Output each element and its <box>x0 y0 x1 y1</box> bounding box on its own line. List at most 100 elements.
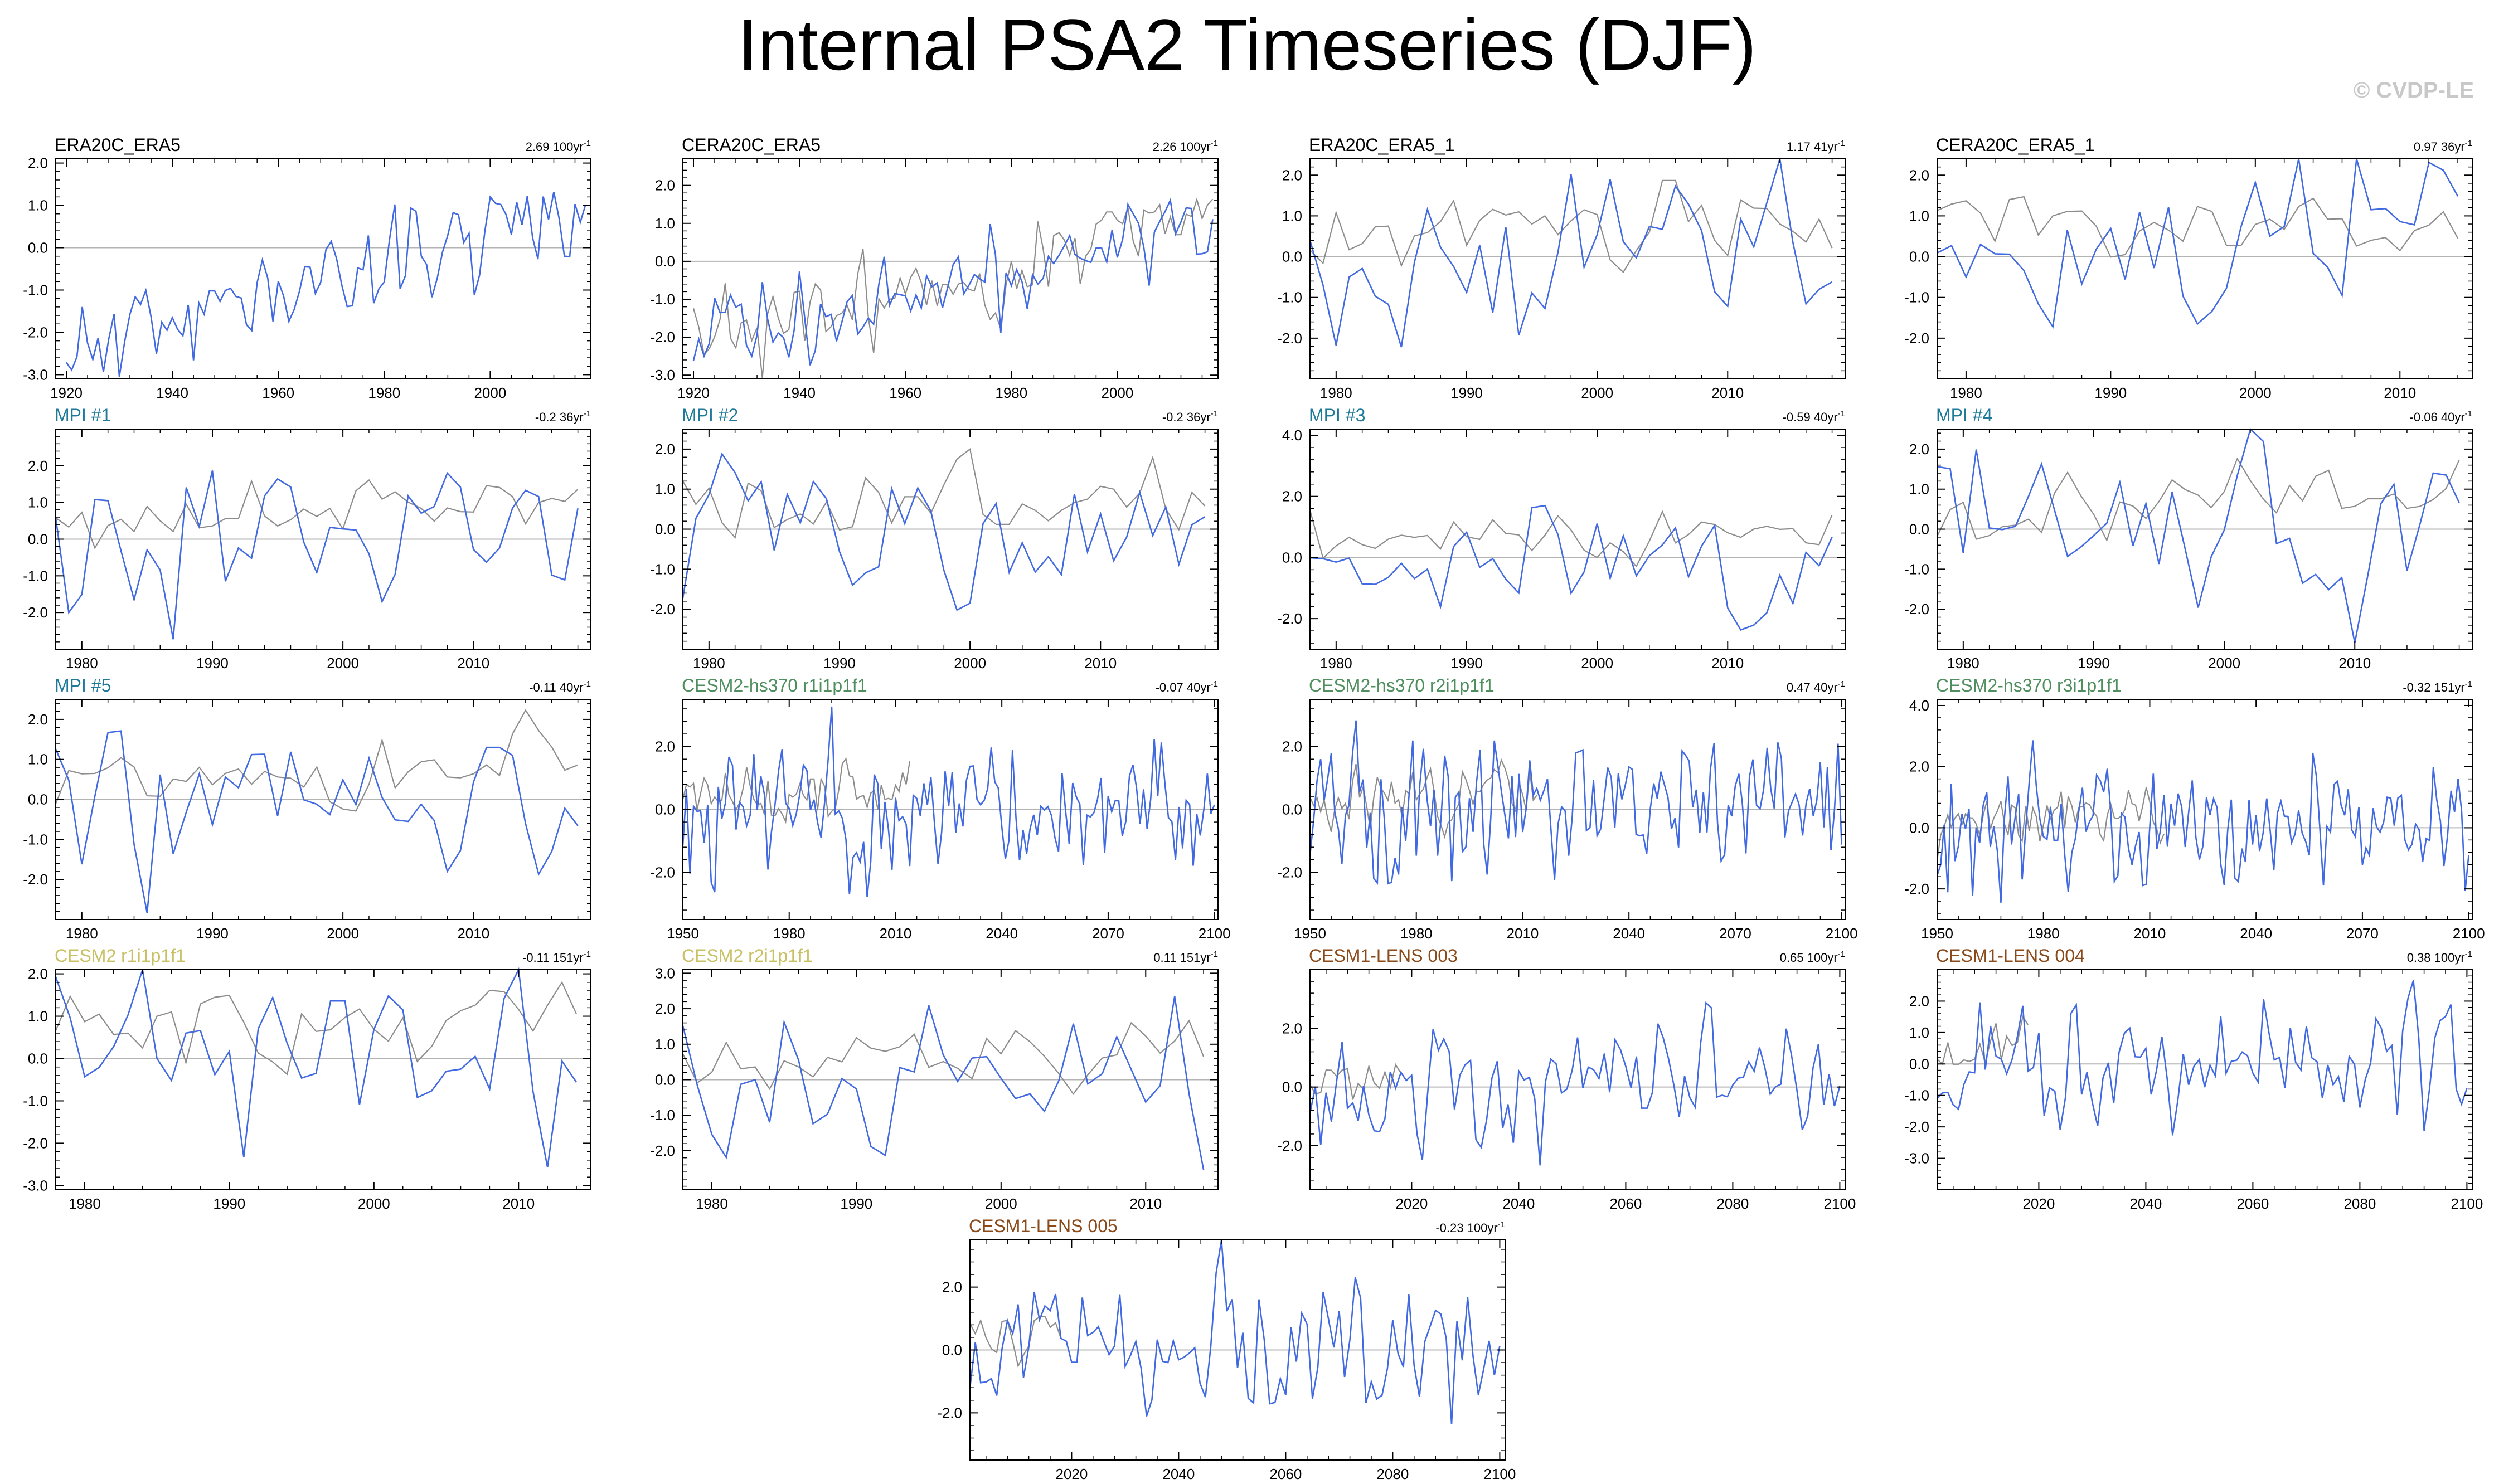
y-tick-label: 2.0 <box>28 711 48 728</box>
panel-frame <box>1309 158 1846 379</box>
x-tick-label: 2000 <box>327 925 359 942</box>
member-series-line <box>55 967 578 1167</box>
obs-reference-line <box>1309 179 1833 274</box>
y-tick-label: -2.0 <box>1904 880 1929 897</box>
member-series-line <box>692 197 1214 366</box>
x-tick-label: 1980 <box>995 385 1027 401</box>
chart-panel: CESM1-LENS 003 0.65 100yr-1 2020 2040 2060 20… <box>1277 946 1856 1212</box>
panel-title: CESM1-LENS 005 <box>969 1216 1118 1236</box>
panel-trend-label: -0.32 151yr-1 <box>2403 679 2472 694</box>
panel-title: MPI #1 <box>55 405 111 425</box>
obs-reference-line <box>55 981 578 1076</box>
y-tick-label: -1.0 <box>1904 561 1929 577</box>
panel-trend-label: -0.23 100yr-1 <box>1435 1220 1505 1235</box>
y-tick-label: 2.0 <box>28 155 48 172</box>
y-tick-label: 0.0 <box>942 1342 962 1359</box>
x-tick-label: 2020 <box>1395 1195 1428 1212</box>
obs-reference-line <box>682 1019 1205 1095</box>
x-tick-label: 2020 <box>1055 1466 1088 1482</box>
y-tick-label: 1.0 <box>28 751 48 768</box>
member-series-line <box>682 706 1215 898</box>
y-tick-label: 0.0 <box>655 1072 675 1088</box>
page-title: Internal PSA2 Timeseries (DJF) <box>737 4 1757 85</box>
y-tick-label: -2.0 <box>23 604 48 621</box>
obs-reference-line <box>1937 457 2460 542</box>
x-tick-label: 2040 <box>1613 925 1645 942</box>
panel-trend-label: 0.38 100yr-1 <box>2407 950 2472 965</box>
x-tick-label: 1950 <box>1294 925 1326 942</box>
y-tick-label: -3.0 <box>23 366 48 383</box>
y-tick-label: 0.0 <box>655 521 675 538</box>
y-tick-label: 2.0 <box>1282 167 1302 183</box>
x-tick-label: 2010 <box>2134 925 2166 942</box>
x-tick-label: 2000 <box>1581 655 1613 672</box>
panel-title: CESM2-hs370 r3i1p1f1 <box>1936 675 2122 695</box>
panel-frame <box>55 699 591 920</box>
y-tick-label: 0.0 <box>28 240 48 256</box>
member-series-line <box>1309 158 1833 348</box>
x-tick-label: 2000 <box>474 385 506 401</box>
obs-reference-line <box>1309 510 1833 568</box>
y-tick-label: 2.0 <box>28 966 48 982</box>
y-tick-label: -2.0 <box>937 1404 962 1421</box>
obs-reference-line <box>682 757 910 824</box>
y-tick-label: -2.0 <box>1904 601 1929 617</box>
member-series-line <box>682 996 1205 1170</box>
y-tick-label: 2.0 <box>1282 488 1302 505</box>
y-tick-label: -2.0 <box>1277 610 1302 627</box>
y-tick-label: 2.0 <box>1282 738 1302 755</box>
panel-frame <box>1937 969 2473 1190</box>
x-tick-label: 1980 <box>1950 385 1982 401</box>
x-tick-label: 1980 <box>1400 925 1433 942</box>
x-tick-label: 2000 <box>985 1195 1017 1212</box>
y-tick-label: 0.0 <box>655 801 675 818</box>
panel-trend-label: -0.07 40yr-1 <box>1156 679 1218 694</box>
cvdp-watermark: © CVDP-LE <box>2353 78 2474 103</box>
chart-panel: MPI #3 -0.59 40yr-1 1980 1990 2000 2010 -2.0 0.… <box>1277 405 1846 672</box>
x-tick-label: 2010 <box>1711 655 1744 672</box>
y-tick-label: -2.0 <box>650 329 675 346</box>
y-tick-label: 2.0 <box>655 738 675 755</box>
x-tick-label: 1950 <box>667 925 699 942</box>
chart-panel: CESM1-LENS 005 -0.23 100yr-1 2020 2040 2060 2… <box>937 1216 1516 1482</box>
y-tick-label: 1.0 <box>1909 1024 1929 1041</box>
x-tick-label: 2060 <box>1609 1195 1642 1212</box>
y-tick-label: 2.0 <box>655 1000 675 1017</box>
x-tick-label: 1990 <box>213 1195 245 1212</box>
y-tick-label: -1.0 <box>650 291 675 308</box>
chart-panel: CESM2 r2i1p1f1 0.11 151yr-1 1980 1990 2000 20… <box>650 946 1219 1212</box>
panel-trend-label: -0.11 40yr-1 <box>529 679 591 694</box>
chart-panel: CERA20C_ERA5 2.26 100yr-1 1920 1940 1960 1980… <box>650 135 1219 401</box>
x-tick-label: 2060 <box>1269 1466 1302 1482</box>
chart-panel: CESM2-hs370 r2i1p1f1 0.47 40yr-1 1950 1980 2… <box>1277 675 1857 942</box>
y-tick-label: -3.0 <box>23 1177 48 1194</box>
x-tick-label: 2020 <box>2022 1195 2055 1212</box>
chart-panel: CESM2-hs370 r1i1p1f1 -0.07 40yr-1 1950 1980… <box>650 675 1230 942</box>
y-tick-label: 4.0 <box>1909 697 1929 714</box>
y-tick-label: 2.0 <box>1909 992 1929 1009</box>
x-tick-label: 1990 <box>1450 385 1483 401</box>
y-tick-label: 2.0 <box>1909 441 1929 458</box>
panel-title: MPI #3 <box>1309 405 1365 425</box>
chart-panel: CESM2 r1i1p1f1 -0.11 151yr-1 1980 1990 2000 2… <box>23 946 591 1212</box>
chart-panel: ERA20C_ERA5_1 1.17 41yr-1 1980 1990 2000 2010… <box>1277 135 1846 401</box>
panel-frame <box>682 158 1219 379</box>
panel-title: CESM2-hs370 r2i1p1f1 <box>1309 675 1495 695</box>
obs-reference-line <box>692 197 1214 378</box>
x-tick-label: 2040 <box>1162 1466 1195 1482</box>
x-tick-label: 2000 <box>1581 385 1613 401</box>
y-tick-label: 1.0 <box>1909 207 1929 224</box>
member-series-line <box>1309 720 1842 885</box>
y-tick-label: 4.0 <box>1282 427 1302 444</box>
x-tick-label: 1990 <box>1450 655 1483 672</box>
y-tick-label: -2.0 <box>650 601 675 617</box>
y-tick-label: 1.0 <box>1282 207 1302 224</box>
panel-trend-label: -0.06 40yr-1 <box>2410 409 2472 424</box>
y-tick-label: 0.0 <box>1909 819 1929 836</box>
panel-trend-label: 0.97 36yr-1 <box>2414 139 2472 154</box>
panel-frame <box>55 969 591 1190</box>
x-tick-label: 2000 <box>2239 385 2272 401</box>
y-tick-label: 0.0 <box>1909 1055 1929 1072</box>
panel-trend-label: -0.2 36yr-1 <box>1162 409 1218 424</box>
